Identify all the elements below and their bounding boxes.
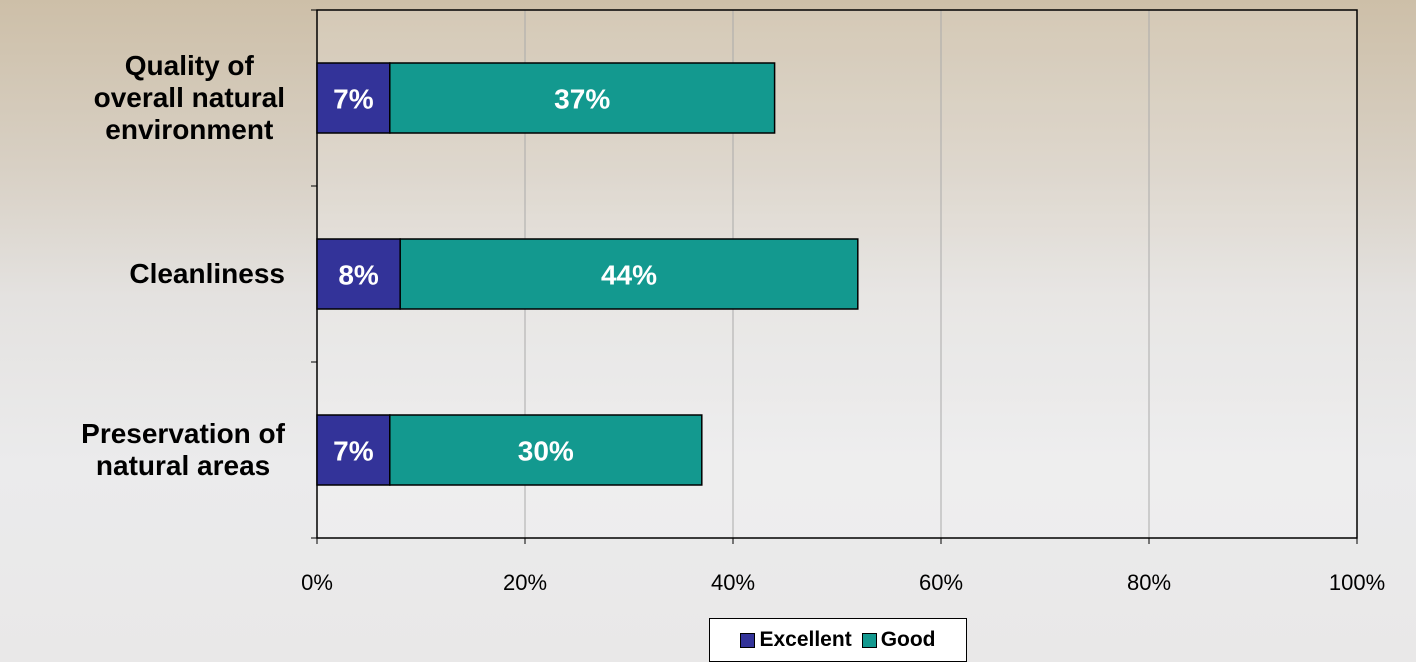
bar-segment <box>316 238 401 310</box>
x-tick-label: 20% <box>503 570 547 595</box>
legend: Excellent Good <box>709 618 967 662</box>
bar-segment <box>316 62 391 134</box>
x-tick-label: 100% <box>1329 570 1385 595</box>
x-tick-label: 40% <box>711 570 755 595</box>
data-label: 7% <box>333 83 374 114</box>
data-label: 37% <box>554 83 610 114</box>
x-tick-label: 80% <box>1127 570 1171 595</box>
legend-swatch <box>740 632 756 648</box>
legend-label: Good <box>880 628 936 651</box>
y-tick-label: Preservation of natural areas <box>81 418 285 481</box>
bar-segment <box>389 414 703 486</box>
legend-label: Excellent <box>759 628 852 651</box>
data-label: 7% <box>333 435 374 466</box>
bar-segment <box>399 238 859 310</box>
data-label: 44% <box>601 259 657 290</box>
legend-item: Good <box>861 628 936 652</box>
x-tick-label: 60% <box>919 570 963 595</box>
legend-swatch <box>861 632 877 648</box>
y-tick-label: Cleanliness <box>129 258 285 289</box>
legend-item: Excellent <box>740 628 852 652</box>
bar-segment <box>389 62 776 134</box>
data-label: 30% <box>518 435 574 466</box>
x-tick-label: 0% <box>301 570 333 595</box>
y-tick-label: Quality of overall natural environment <box>93 50 285 145</box>
bar-segment <box>316 414 391 486</box>
data-label: 8% <box>338 259 379 290</box>
